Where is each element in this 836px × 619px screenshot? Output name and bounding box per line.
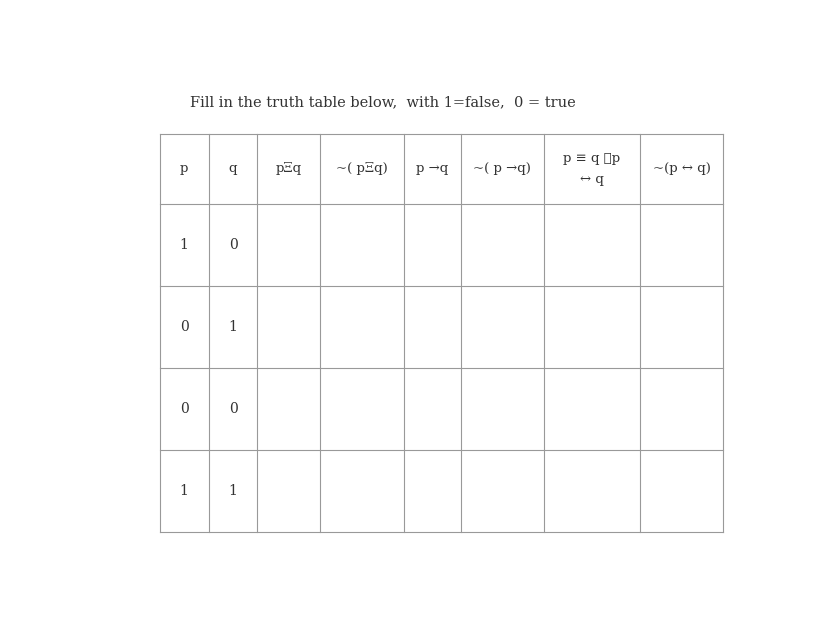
Text: q: q [229,162,237,175]
Text: pΞq: pΞq [276,162,302,175]
Text: 0: 0 [228,402,237,416]
Text: ~(p ↔ q): ~(p ↔ q) [653,162,711,175]
Text: ~( pΞq): ~( pΞq) [336,162,388,175]
Text: Fill in the truth table below,  with 1=false,  0 = true: Fill in the truth table below, with 1=fa… [191,96,576,110]
Text: 1: 1 [180,484,188,498]
Text: p →q: p →q [416,162,448,175]
Text: 0: 0 [180,319,188,334]
Text: p ≡ q ⋁p: p ≡ q ⋁p [563,152,620,165]
Text: 1: 1 [180,238,188,251]
Text: 0: 0 [228,238,237,251]
Text: ~( p →q): ~( p →q) [473,162,531,175]
Text: 0: 0 [180,402,188,416]
Text: 1: 1 [228,319,237,334]
Text: ↔ q: ↔ q [580,173,604,186]
Text: p: p [180,162,188,175]
Text: 1: 1 [228,484,237,498]
